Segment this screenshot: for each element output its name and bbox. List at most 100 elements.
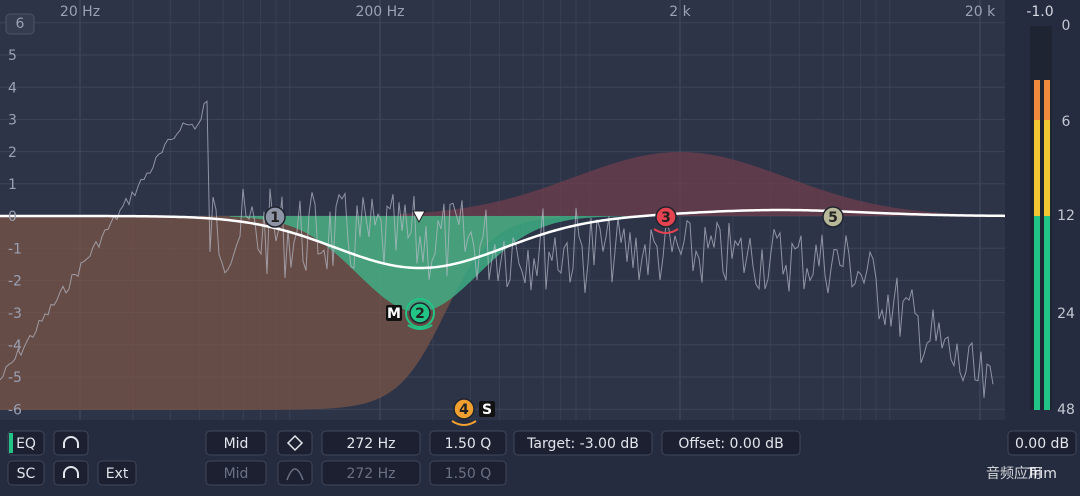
meter-yellow [1034,120,1040,216]
control-button[interactable] [53,430,89,456]
gain-badge [5,13,35,35]
control-button[interactable] [277,460,313,486]
button-box [429,430,507,456]
control-button[interactable]: 272 Hz [321,460,421,486]
control-button[interactable]: 0.00 dB [1007,430,1077,456]
frequency-label: 20 k [965,4,996,20]
active-indicator [9,433,13,453]
gain-label: 0 [8,209,17,225]
band-handle [822,206,844,228]
button-box [205,430,267,456]
control-button[interactable]: Target: -3.00 dB [513,430,653,456]
control-button[interactable] [53,460,89,486]
button-box [661,430,801,456]
meter-scale-label: 48 [1057,402,1075,418]
band-2-area [230,216,778,312]
button-box [277,460,313,486]
band-node[interactable]: 4 [451,398,477,426]
control-button[interactable]: SC [7,460,45,486]
gain-label: -6 [8,402,22,418]
band-node[interactable]: 2 [405,298,435,330]
cursor-marker [412,210,426,224]
button-box [277,430,313,456]
band-handle [264,206,286,228]
frequency-label: 20 Hz [60,4,100,20]
band-q-arc [653,228,679,234]
band-ring [405,298,435,328]
tag-box [479,401,495,417]
meter-orange [1044,80,1050,120]
button-box [1007,430,1077,456]
frequency-label: 2 k [669,4,691,20]
meter-yellow [1044,120,1050,216]
control-button[interactable]: 1.50 Q [429,430,507,456]
diamond-icon [286,434,304,452]
control-button[interactable]: Ext [97,460,137,486]
control-button[interactable]: Offset: 0.00 dB [661,430,801,456]
button-box [429,460,507,486]
watermark: 音频应用 [986,465,1042,482]
meter-orange [1034,80,1040,120]
button-label: 272 Hz [346,466,395,482]
gain-label: 5 [8,48,17,64]
button-label: Trim [1026,466,1057,482]
band-label: 1 [270,210,280,226]
meter-scale-label: 24 [1057,306,1075,322]
frequency-label: 200 Hz [355,4,404,20]
button-label: 272 Hz [346,436,395,452]
meter-green [1034,216,1040,410]
control-button[interactable]: 1.50 Q [429,460,507,486]
band-q-arc [451,420,477,426]
button-label: 1.50 Q [445,466,492,482]
button-box [7,460,45,486]
gain-label: -1 [8,241,22,257]
gain-label: -2 [8,274,22,290]
mid-tag: M [387,306,401,322]
band-handle [453,398,475,420]
tag-box [386,305,402,321]
control-button[interactable]: EQ [7,430,45,456]
button-label: 0.00 dB [1015,436,1069,452]
side-tag: S [482,402,492,418]
button-box [7,430,45,456]
gain-label: 1 [8,177,17,193]
band-node[interactable]: 1 [264,206,286,228]
button-box [53,430,89,456]
button-label: SC [17,466,36,482]
button-box [97,460,137,486]
band-label: 4 [459,402,469,418]
control-button[interactable]: Trim [1026,466,1057,482]
gain-label: 6 [16,16,25,32]
button-box [53,460,89,486]
meter-peak: -1.0 [1026,4,1053,20]
button-label: Mid [224,466,249,482]
band-label: 2 [415,306,425,322]
button-label: EQ [16,436,36,452]
button-label: Ext [106,466,129,482]
control-button[interactable]: Mid [205,460,267,486]
meter-scale-label: 12 [1057,208,1075,224]
button-box [513,430,653,456]
button-label: Offset: 0.00 dB [678,436,783,452]
gain-label: -4 [8,338,22,354]
band-handle [655,206,677,228]
headphone-icon [63,466,79,478]
gain-label: -3 [8,306,22,322]
band-q-arc [407,324,433,330]
band-node[interactable]: 5 [822,206,844,228]
band-handle [409,302,431,324]
button-label: Mid [224,436,249,452]
control-button[interactable] [277,430,313,456]
headphone-icon [63,436,79,448]
meter-scale-label: 0 [1062,18,1071,34]
band-3-area [400,152,1000,216]
gain-label: 4 [8,80,17,96]
button-box [321,460,421,486]
band-node[interactable]: 3 [653,206,679,234]
gain-label: 3 [8,113,17,129]
bell-icon [286,468,304,481]
band-label: 5 [828,210,838,226]
control-button[interactable]: Mid [205,430,267,456]
band-label: 3 [661,210,671,226]
control-button[interactable]: 272 Hz [321,430,421,456]
